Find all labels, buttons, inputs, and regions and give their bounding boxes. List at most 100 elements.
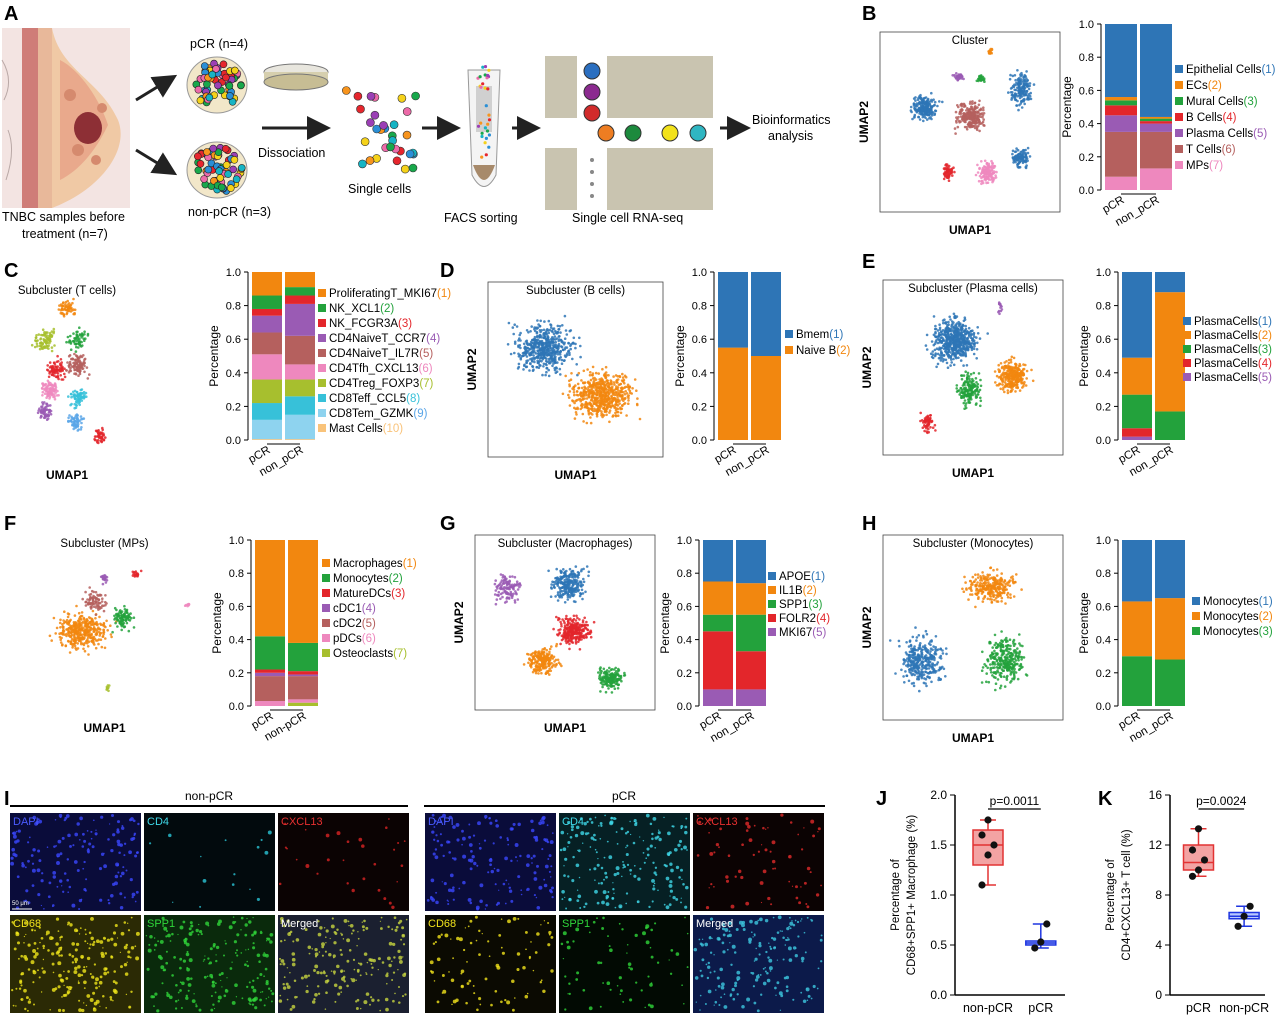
umap-cell (967, 388, 971, 391)
umap-cell (84, 628, 88, 632)
tumor-cell (230, 156, 239, 164)
umap-cell (550, 329, 554, 333)
umap-cell (596, 390, 600, 393)
umap-cell (970, 106, 974, 109)
umap-cell (494, 579, 498, 582)
tumor-cell (200, 62, 209, 70)
tumor-cell (219, 60, 228, 69)
umap-cell (1025, 90, 1028, 93)
umap-cell (547, 368, 550, 372)
panel-label-a: A (4, 3, 18, 25)
umap-cell (122, 612, 126, 616)
umap-cell (559, 356, 562, 359)
umap-cell (1012, 383, 1016, 387)
umap-cell (75, 604, 78, 608)
umap-cell (920, 111, 923, 114)
umap-cell (100, 600, 104, 603)
umap-cell (66, 361, 69, 364)
umap-cell (608, 402, 611, 406)
umap-cell (977, 103, 981, 107)
umap-cell (596, 401, 599, 404)
umap-cell (611, 404, 614, 407)
umap-cell (925, 333, 929, 337)
umap-cell (538, 333, 542, 337)
tumor-cell (229, 165, 237, 174)
umap-cell (986, 332, 989, 335)
umap-cell (608, 420, 611, 424)
umap-cell (96, 431, 100, 435)
umap-cell (949, 168, 952, 171)
umap-cell (531, 349, 534, 353)
facs-cell (487, 118, 492, 122)
tumor-cell (226, 92, 234, 100)
umap-cell (88, 597, 92, 600)
facs-cell (483, 73, 487, 77)
umap-cell (1006, 364, 1010, 367)
umap-cell (547, 348, 551, 351)
umap-cell (1025, 369, 1029, 373)
umap-cell (76, 394, 80, 398)
umap-cell (516, 598, 520, 601)
umap-cell (959, 120, 962, 123)
umap-cell (993, 170, 996, 173)
umap-cell (915, 110, 918, 113)
umap-cell (982, 106, 985, 109)
umap-cell (73, 416, 77, 419)
umap-cell (561, 392, 565, 396)
umap-cell (955, 332, 959, 336)
umap-cell (979, 172, 983, 175)
umap-cell (1016, 163, 1019, 167)
umap-cell (74, 342, 78, 346)
umap-cell (551, 364, 554, 368)
umap-cell (936, 362, 940, 366)
umap-cell (91, 627, 94, 631)
umap-cell (89, 607, 93, 610)
umap-cell (587, 409, 590, 413)
umap-cell (523, 364, 526, 368)
umap-cell (938, 100, 941, 103)
umap-cell (1022, 367, 1026, 371)
umap-cell (967, 108, 970, 111)
umap-cell (960, 391, 964, 394)
umap-cell (964, 339, 967, 342)
umap-cell (1011, 149, 1015, 153)
umap-cell (83, 619, 87, 623)
umap-cell (962, 374, 966, 377)
single-cell (358, 159, 367, 169)
umap-cell (1022, 159, 1025, 162)
umap-cell (116, 625, 119, 628)
umap-cell (49, 413, 53, 416)
umap-cell (44, 335, 47, 338)
umap-cell (977, 77, 980, 81)
umap-cell (61, 311, 64, 315)
umap-cell (582, 369, 586, 373)
umap-frame (882, 279, 1064, 456)
umap-cell (78, 333, 82, 336)
umap-cell (1017, 77, 1021, 80)
umap-cell (525, 329, 529, 332)
umap-cell (554, 355, 557, 359)
umap-cell (81, 597, 84, 601)
umap-cell (925, 118, 929, 121)
umap-cell (109, 624, 112, 627)
umap-cell (636, 397, 639, 400)
umap-cell (938, 341, 942, 344)
umap-cell (1010, 374, 1014, 377)
umap-cell (554, 340, 557, 344)
umap-cell (518, 333, 521, 337)
umap-cell (518, 582, 522, 585)
umap-cell (593, 401, 597, 404)
umap-cell (942, 177, 946, 181)
umap-cell (46, 344, 49, 348)
umap-cell (999, 362, 1003, 365)
umap-cell (67, 354, 71, 358)
umap-cell (35, 334, 38, 337)
tumor-cell (231, 66, 239, 75)
umap-cell (501, 595, 504, 599)
umap-cell (82, 337, 85, 341)
umap-cell (601, 415, 604, 419)
umap-cell (80, 332, 84, 335)
